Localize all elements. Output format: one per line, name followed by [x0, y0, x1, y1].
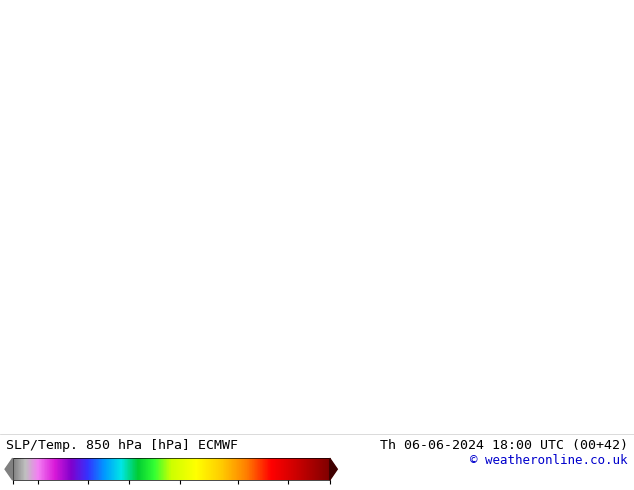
Text: SLP/Temp. 850 hPa [hPa] ECMWF: SLP/Temp. 850 hPa [hPa] ECMWF — [6, 439, 238, 452]
Text: © weatheronline.co.uk: © weatheronline.co.uk — [470, 454, 628, 467]
Text: Th 06-06-2024 18:00 UTC (00+42): Th 06-06-2024 18:00 UTC (00+42) — [380, 439, 628, 452]
